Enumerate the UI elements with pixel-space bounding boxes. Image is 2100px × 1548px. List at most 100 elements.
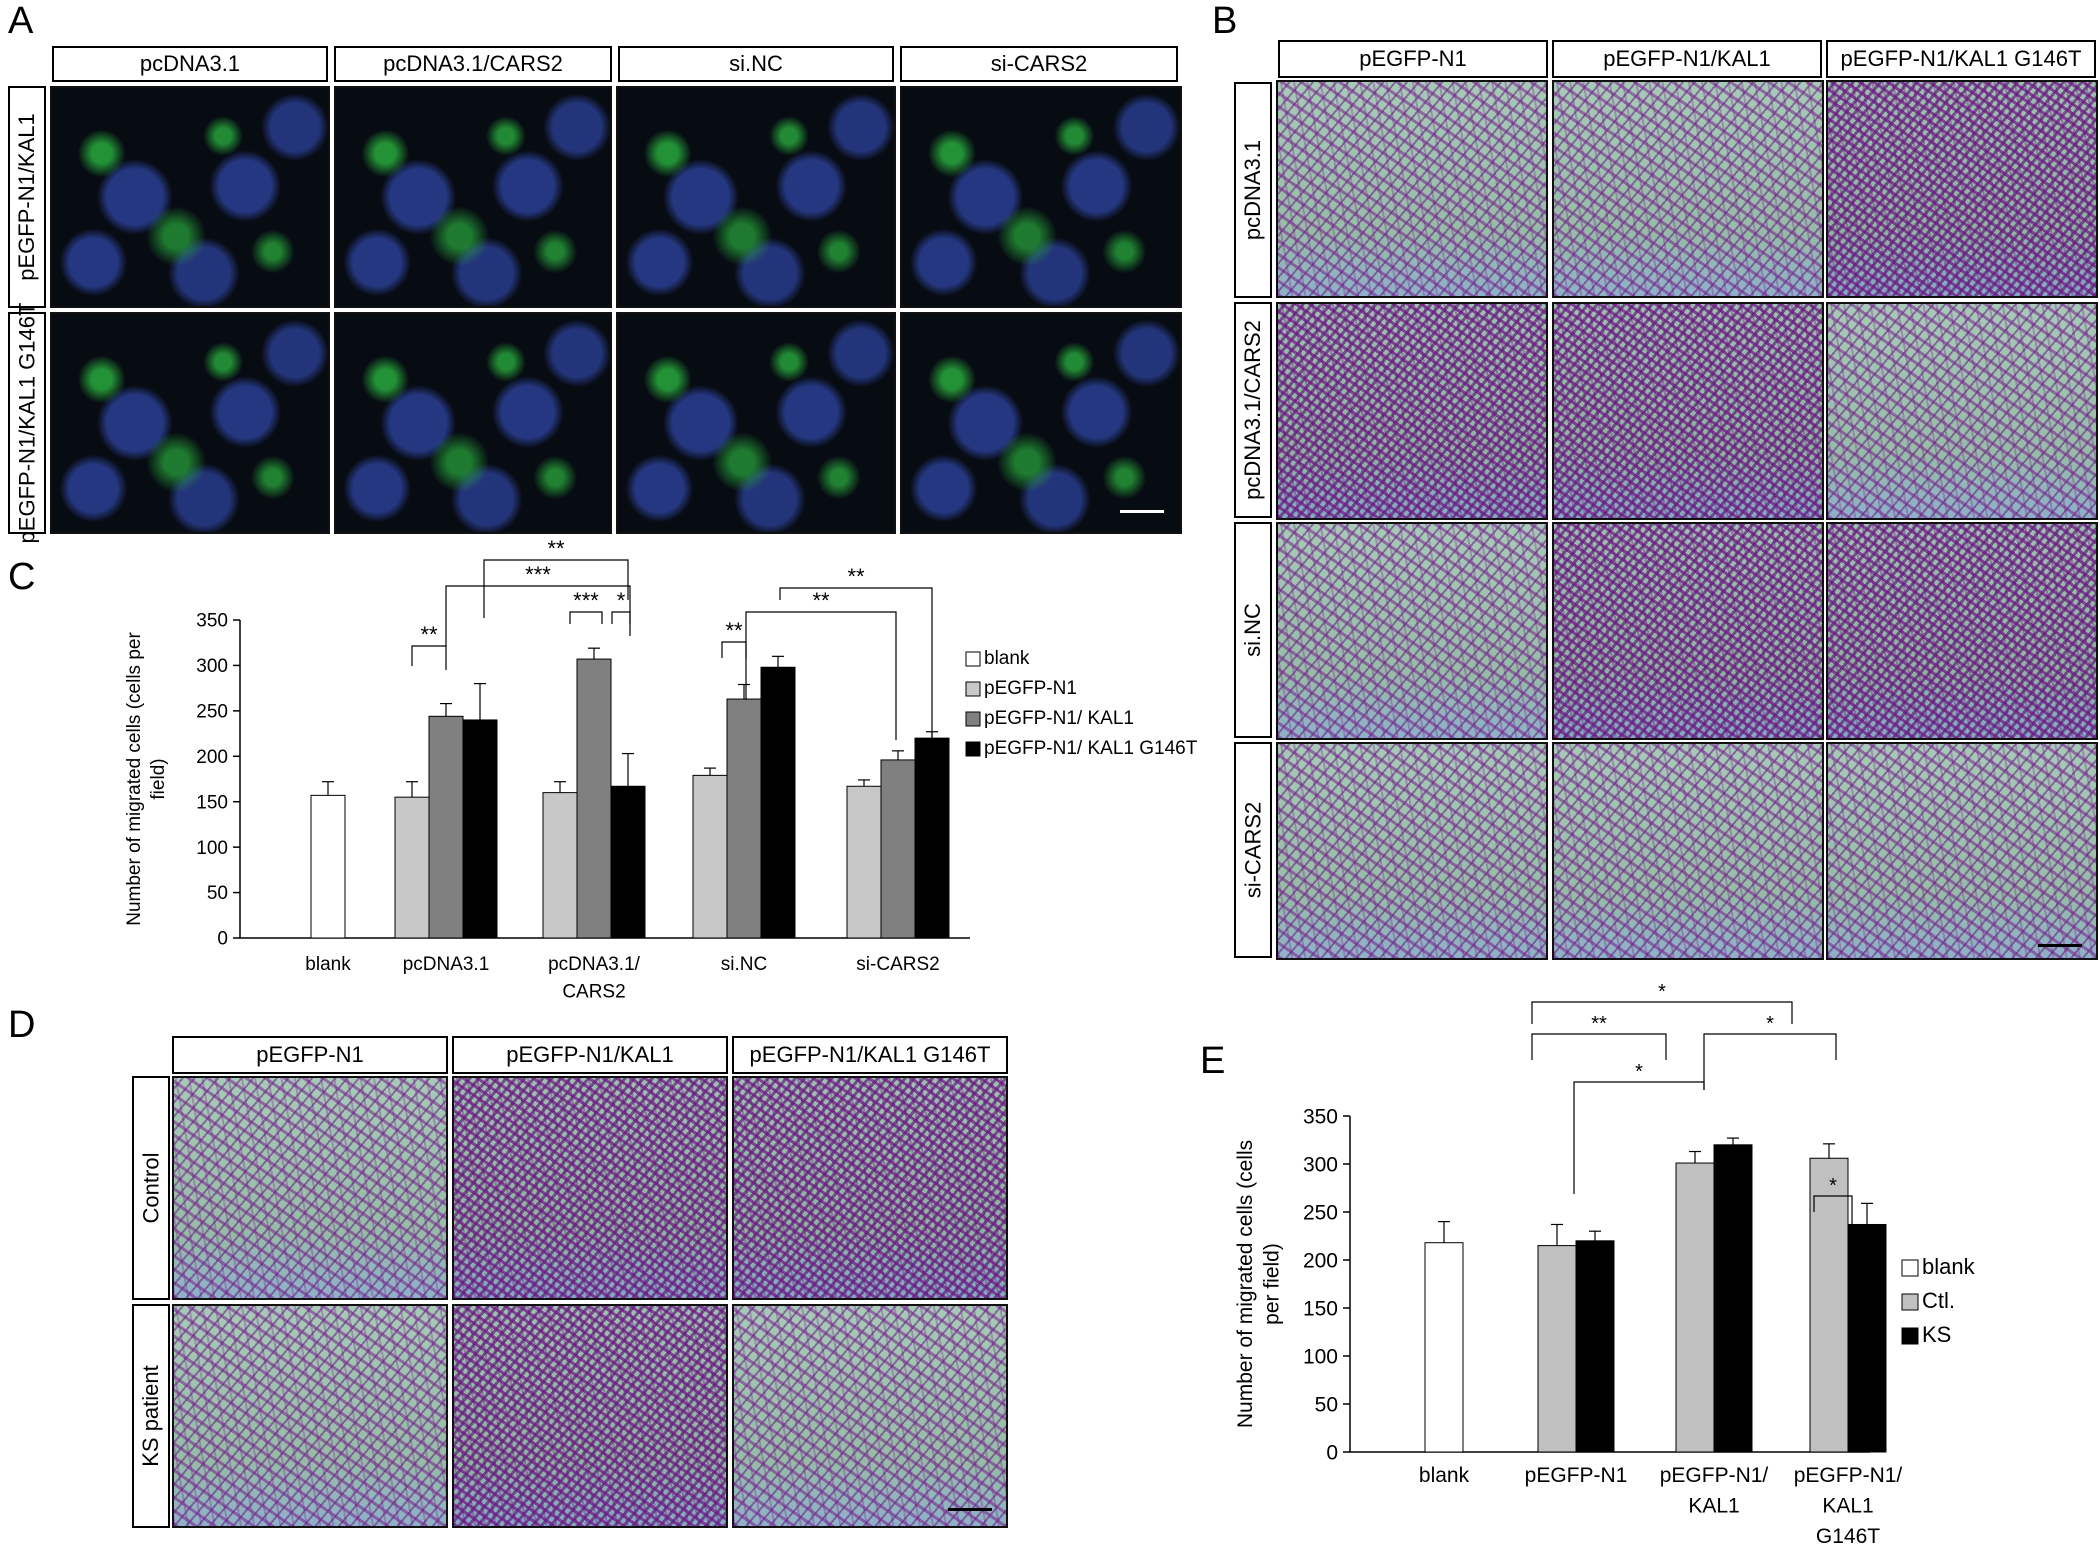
micrograph-b-r4c1 (1276, 742, 1548, 960)
micrograph-b-r4c2 (1552, 742, 1824, 960)
bar (880, 759, 916, 939)
micrograph-d-r1c1 (172, 1076, 448, 1300)
x-category-label: blank (305, 954, 351, 975)
col-header-a-3: si.NC (618, 46, 894, 82)
legend-swatch (965, 741, 981, 757)
x-category-label: si-CARS2 (856, 954, 939, 975)
micrograph-b-r4c3 (1826, 742, 2098, 960)
significance-bracket (411, 645, 447, 670)
micrograph-b-r1c2 (1552, 80, 1824, 298)
bar (1537, 1245, 1577, 1453)
bar (394, 796, 430, 939)
col-header-d-2: pEGFP-N1/KAL1 (452, 1036, 728, 1074)
significance-marker: ** (420, 622, 438, 647)
col-header-a-4: si-CARS2 (900, 46, 1178, 82)
micrograph-b-r1c3 (1826, 80, 2098, 298)
bar (692, 774, 728, 939)
micrograph-b-r3c3 (1826, 522, 2098, 740)
col-header-d-3: pEGFP-N1/KAL1 G146T (732, 1036, 1008, 1074)
micrograph-b-r3c1 (1276, 522, 1548, 740)
bar (914, 737, 950, 939)
x-category-label: CARS2 (562, 982, 625, 1003)
scale-bar-a (1120, 510, 1164, 513)
y-tick-label: 0 (217, 929, 228, 950)
panel-label-a: A (8, 0, 34, 42)
x-category-label: G146T (1816, 1525, 1880, 1548)
x-category-label: blank (1419, 1464, 1470, 1487)
x-category-label: pEGFP-N1/ (1660, 1464, 1769, 1487)
row-header-b-4: si-CARS2 (1234, 742, 1272, 958)
y-tick-label: 300 (196, 656, 228, 677)
micrograph-a-r2c3 (616, 312, 896, 534)
significance-marker: ** (847, 564, 865, 589)
significance-marker: ** (1591, 1013, 1607, 1035)
legend-swatch (1901, 1259, 1919, 1277)
legend-label: Ctl. (1922, 1288, 1955, 1313)
significance-marker: * (1766, 1013, 1774, 1035)
significance-bracket (1531, 1001, 1793, 1024)
significance-bracket (1531, 1033, 1667, 1060)
significance-marker: * (617, 588, 626, 613)
y-tick-label: 300 (1303, 1153, 1338, 1176)
col-header-b-1: pEGFP-N1 (1278, 40, 1548, 78)
bar (1713, 1144, 1753, 1453)
micrograph-d-r2c3 (732, 1304, 1008, 1528)
legend-swatch (965, 711, 981, 727)
bar (610, 785, 646, 939)
y-tick-label: 150 (1303, 1297, 1338, 1320)
significance-bracket (483, 559, 629, 618)
significance-bracket (569, 611, 603, 624)
col-header-b-2: pEGFP-N1/KAL1 (1552, 40, 1822, 78)
bar (462, 719, 498, 939)
y-axis-label: field) (148, 758, 169, 799)
significance-bracket (721, 641, 747, 658)
bar (1809, 1157, 1849, 1453)
x-category-label: KAL1 (1688, 1494, 1739, 1517)
micrograph-a-r1c4 (900, 86, 1182, 308)
col-header-d-1: pEGFP-N1 (172, 1036, 448, 1074)
panel-label-d: D (8, 1004, 36, 1046)
y-axis-label: Number of migrated cells (cells (1234, 1140, 1257, 1428)
col-header-b-3: pEGFP-N1/KAL1 G146T (1826, 40, 2096, 78)
x-category-label: pcDNA3.1/ (548, 954, 641, 975)
micrograph-d-r2c2 (452, 1304, 728, 1528)
y-tick-label: 100 (1303, 1345, 1338, 1368)
micrograph-a-r2c4 (900, 312, 1182, 534)
micrograph-a-r1c3 (616, 86, 896, 308)
micrograph-b-r1c1 (1276, 80, 1548, 298)
significance-marker: ** (547, 540, 565, 561)
y-tick-label: 50 (1315, 1393, 1338, 1416)
bar (1575, 1240, 1615, 1453)
significance-bracket (611, 611, 631, 624)
significance-bracket (1703, 1033, 1837, 1090)
significance-bracket (445, 585, 631, 646)
legend-label: pEGFP-N1/ KAL1 (984, 708, 1134, 729)
micrograph-a-r2c2 (334, 312, 612, 534)
x-category-label: si.NC (721, 954, 767, 975)
micrograph-b-r3c2 (1552, 522, 1824, 740)
micrograph-a-r1c1 (50, 86, 330, 308)
micrograph-a-r2c1 (50, 312, 330, 534)
y-tick-label: 100 (196, 838, 228, 859)
panel-label-c: C (8, 556, 36, 598)
panel-label-b: B (1212, 0, 1238, 42)
legend-label: pEGFP-N1 (984, 678, 1077, 699)
bar (576, 658, 612, 939)
bar (726, 698, 762, 939)
micrograph-b-r2c3 (1826, 302, 2098, 520)
bar (310, 794, 346, 939)
significance-marker: *** (573, 588, 599, 613)
x-category-label: KAL1 (1822, 1494, 1873, 1517)
row-header-a-2: pEGFP-N1/KAL1 G146T (8, 303, 46, 543)
micrograph-b-r2c1 (1276, 302, 1548, 520)
legend-swatch (965, 681, 981, 697)
y-tick-label: 200 (1303, 1249, 1338, 1272)
x-category-label: pEGFP-N1/ (1794, 1464, 1903, 1487)
panel-label-e: E (1200, 1040, 1226, 1082)
significance-bracket (779, 587, 933, 740)
y-tick-label: 50 (207, 883, 228, 904)
row-header-a-1: pEGFP-N1/KAL1 (8, 86, 46, 308)
x-category-label: pEGFP-N1 (1525, 1464, 1628, 1487)
significance-bracket (745, 611, 897, 740)
legend-label: pEGFP-N1/ KAL1 G146T (984, 738, 1198, 759)
